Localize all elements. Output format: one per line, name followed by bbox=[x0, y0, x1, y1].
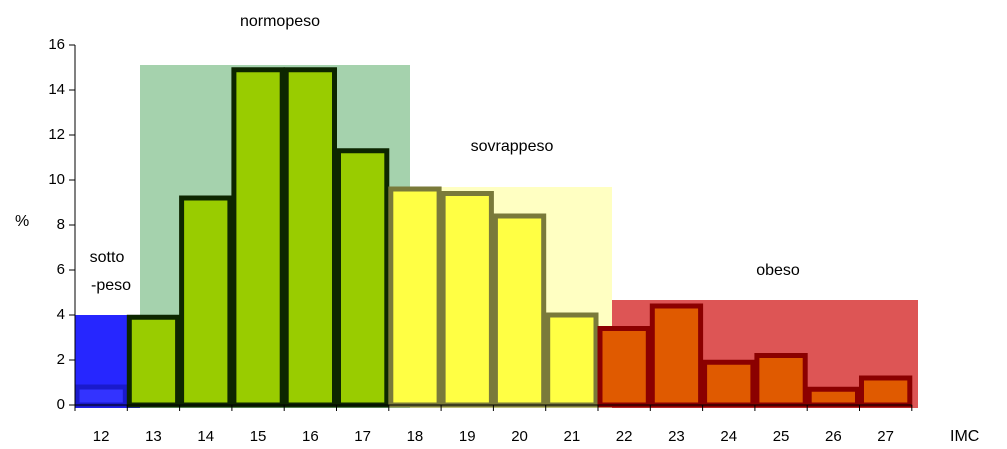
x-tick-label: 17 bbox=[354, 428, 371, 445]
x-tick-label: 12 bbox=[93, 428, 110, 445]
bar bbox=[806, 386, 861, 408]
annotation: -peso bbox=[91, 277, 131, 294]
bar bbox=[597, 326, 651, 408]
annotation: normopeso bbox=[240, 13, 320, 30]
bar bbox=[283, 67, 338, 408]
x-tick-label: 19 bbox=[459, 428, 476, 445]
bar bbox=[754, 353, 808, 408]
x-tick-label: 26 bbox=[825, 428, 842, 445]
y-tick-label: 6 bbox=[57, 261, 65, 278]
x-tick-label: 18 bbox=[407, 428, 424, 445]
x-tick-label: 13 bbox=[145, 428, 162, 445]
y-tick-label: 14 bbox=[48, 81, 65, 98]
x-tick-label: 16 bbox=[302, 428, 319, 445]
bar bbox=[126, 314, 181, 408]
y-tick-label: 4 bbox=[57, 306, 65, 323]
x-tick-label: 21 bbox=[564, 428, 581, 445]
bar bbox=[179, 195, 233, 408]
y-tick-label: 0 bbox=[57, 396, 65, 413]
y-axis-label: % bbox=[15, 213, 29, 230]
bar bbox=[388, 186, 442, 408]
annotation: obeso bbox=[756, 262, 800, 279]
x-tick-label: 24 bbox=[720, 428, 737, 445]
y-tick-label: 8 bbox=[57, 216, 65, 233]
bar bbox=[440, 191, 494, 408]
bar bbox=[74, 384, 128, 408]
y-tick-label: 12 bbox=[48, 126, 65, 143]
x-tick-label: 20 bbox=[511, 428, 528, 445]
bar bbox=[649, 303, 704, 408]
bar bbox=[859, 375, 913, 408]
y-tick-label: 16 bbox=[48, 36, 65, 53]
x-tick-label: 14 bbox=[197, 428, 214, 445]
x-tick-label: 27 bbox=[877, 428, 894, 445]
bar bbox=[336, 148, 390, 408]
bar bbox=[545, 312, 599, 408]
bar bbox=[702, 359, 756, 408]
annotation: sotto bbox=[90, 249, 125, 266]
y-tick-label: 2 bbox=[57, 351, 65, 368]
y-tick-label: 10 bbox=[48, 171, 65, 188]
x-tick-label: 15 bbox=[250, 428, 267, 445]
bar bbox=[492, 213, 547, 408]
x-axis-label: IMC bbox=[950, 428, 979, 445]
x-tick-label: 22 bbox=[616, 428, 633, 445]
annotation: sovrappeso bbox=[471, 138, 554, 155]
bar bbox=[231, 67, 285, 408]
x-tick-label: 23 bbox=[668, 428, 685, 445]
x-tick-label: 25 bbox=[773, 428, 790, 445]
